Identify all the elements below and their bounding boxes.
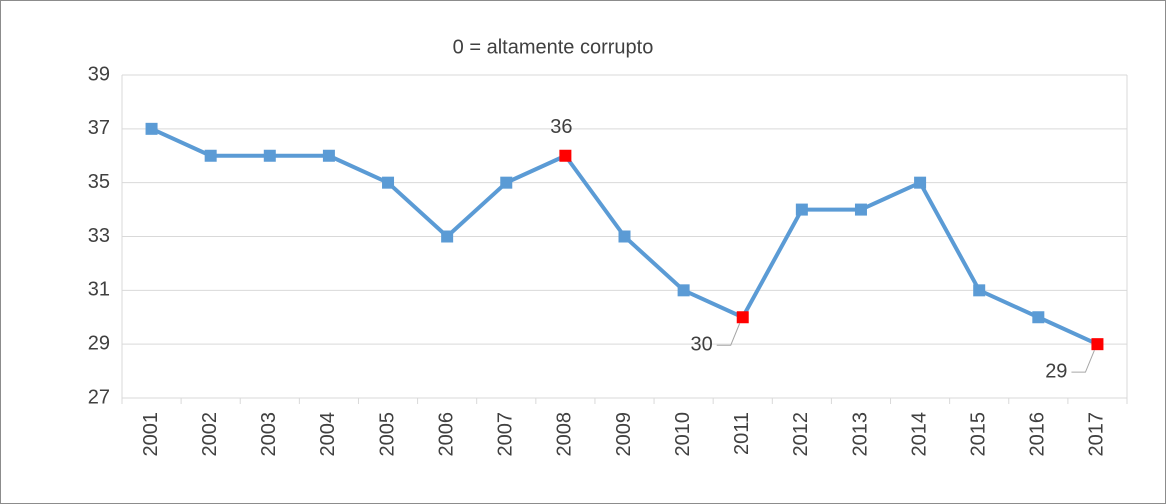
- x-tick-label: 2007: [495, 412, 517, 457]
- marker: [736, 311, 749, 324]
- marker: [204, 149, 217, 162]
- x-tick-label: 2017: [1086, 412, 1108, 457]
- data-label: 29: [1045, 360, 1067, 382]
- data-label: 36: [550, 116, 572, 138]
- x-tick-label: 2016: [1027, 412, 1049, 457]
- y-tick-label: 35: [88, 171, 110, 193]
- leader-line: [716, 323, 741, 346]
- marker: [559, 149, 572, 162]
- marker: [1091, 338, 1104, 351]
- y-tick-label: 39: [88, 63, 110, 85]
- leader-line: [1071, 349, 1095, 373]
- x-tick-label: 2002: [199, 412, 221, 457]
- x-tick-label: 2006: [435, 412, 457, 457]
- marker: [263, 149, 276, 162]
- y-tick-label: 37: [88, 117, 110, 139]
- marker: [677, 284, 690, 297]
- x-tick-label: 2011: [731, 412, 753, 455]
- x-tick-label: 2005: [376, 412, 398, 457]
- x-tick-label: 2012: [790, 412, 812, 457]
- y-tick-label: 29: [88, 332, 110, 354]
- marker: [854, 203, 867, 216]
- data-label: 30: [690, 334, 712, 356]
- x-tick-label: 2014: [908, 412, 930, 457]
- x-tick-label: 2010: [672, 412, 694, 457]
- marker: [973, 284, 986, 297]
- x-tick-label: 2004: [317, 412, 339, 457]
- y-tick-label: 31: [88, 279, 110, 301]
- x-tick-label: 2003: [258, 412, 280, 457]
- marker: [500, 176, 513, 189]
- x-tick-label: 2015: [967, 412, 989, 457]
- marker: [914, 176, 927, 189]
- x-tick-label: 2009: [613, 412, 635, 457]
- x-tick-label: 2001: [140, 412, 162, 457]
- chart-title: 0 = altamente corrupto: [453, 36, 654, 58]
- marker: [145, 122, 158, 135]
- y-tick-label: 33: [88, 225, 110, 247]
- marker: [1032, 311, 1045, 324]
- marker: [618, 230, 631, 243]
- x-tick-label: 2013: [849, 412, 871, 457]
- marker: [382, 176, 395, 189]
- y-tick-label: 27: [88, 386, 110, 408]
- marker: [441, 230, 454, 243]
- marker: [322, 149, 335, 162]
- x-tick-label: 2008: [554, 412, 576, 457]
- marker: [795, 203, 808, 216]
